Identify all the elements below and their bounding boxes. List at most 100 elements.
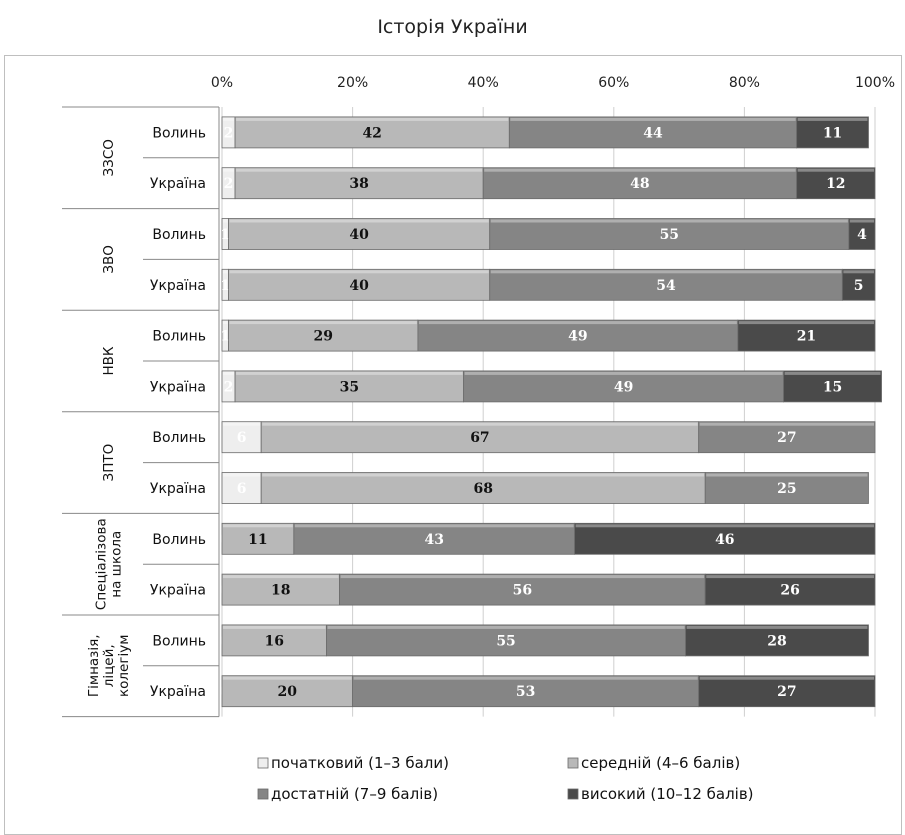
- data-label: 26: [780, 583, 799, 599]
- row-label: Україна: [150, 176, 206, 192]
- bar-highlight: [706, 473, 868, 477]
- bar-segment: [704, 573, 876, 606]
- bar-segment: [228, 218, 491, 250]
- bar-highlight: [262, 473, 705, 477]
- bar-segment: [234, 116, 510, 149]
- data-label: 16: [264, 633, 283, 649]
- bar-segment: [339, 573, 706, 606]
- row-label: Волинь: [152, 125, 206, 141]
- bar-highlight: [223, 625, 326, 629]
- bar-segment: [704, 472, 869, 504]
- data-label: 18: [271, 583, 290, 599]
- group-label-line: колегіум: [116, 635, 132, 697]
- data-label: 1: [220, 278, 230, 294]
- data-label: 53: [516, 684, 535, 700]
- legend-label: початковий (1–3 бали): [271, 754, 449, 772]
- bar-segment: [698, 421, 876, 454]
- bar-highlight: [236, 371, 463, 375]
- legend-swatch: [567, 757, 579, 769]
- data-label: 12: [826, 176, 845, 192]
- data-label: 56: [513, 583, 532, 599]
- bar-highlight: [418, 321, 737, 325]
- legend-item: достатній (7–9 балів): [257, 785, 438, 803]
- x-tick-label: 20%: [337, 75, 368, 91]
- bar-highlight: [706, 575, 874, 579]
- bar-highlight: [797, 117, 868, 121]
- bar-highlight: [843, 270, 874, 274]
- data-label: 49: [614, 379, 633, 395]
- bar-segment: [228, 268, 491, 301]
- bar-highlight: [223, 371, 235, 375]
- data-label: 15: [823, 379, 842, 395]
- group-label-line: ліцей,: [101, 644, 117, 687]
- row-label: Україна: [150, 278, 206, 294]
- bar-segment: [260, 421, 700, 454]
- data-label: 44: [643, 125, 663, 141]
- data-label: 49: [568, 329, 587, 345]
- bar-highlight: [575, 524, 874, 528]
- bar-segment: [482, 167, 798, 200]
- group-label: ЗЗСО: [101, 139, 117, 176]
- legend-label: високий (10–12 балів): [581, 785, 754, 803]
- data-label: 46: [715, 532, 734, 548]
- group-label: ЗВО: [101, 245, 117, 274]
- data-label: 67: [470, 430, 489, 446]
- x-tick-label: 0%: [211, 75, 233, 91]
- data-label: 48: [630, 176, 649, 192]
- data-label: 42: [362, 125, 381, 141]
- legend: початковий (1–3 бали) середній (4–6 балів…: [257, 754, 754, 803]
- bar-segment: [508, 116, 798, 149]
- bar-highlight: [849, 219, 874, 223]
- data-label: 11: [823, 125, 842, 141]
- bar-segment: [234, 370, 465, 403]
- bar-highlight: [490, 219, 848, 223]
- legend-label: середній (4–6 балів): [581, 754, 740, 772]
- data-label: 21: [797, 329, 816, 345]
- bar-segment: [848, 218, 876, 250]
- data-label: 11: [248, 532, 267, 548]
- row-label: Україна: [150, 481, 206, 497]
- row-label: Волинь: [152, 227, 206, 243]
- row-label: Україна: [150, 684, 206, 700]
- data-label: 25: [777, 481, 796, 497]
- bar-segment: [489, 268, 843, 301]
- data-label: 5: [854, 278, 864, 294]
- bar-highlight: [223, 117, 235, 121]
- row-label: Україна: [150, 583, 206, 599]
- bar-highlight: [223, 422, 261, 426]
- bar-highlight: [223, 575, 339, 579]
- bar-highlight: [464, 371, 783, 375]
- row-label: Волинь: [152, 329, 206, 345]
- data-label: 55: [660, 227, 679, 243]
- row-label: Україна: [150, 379, 206, 395]
- bar-highlight: [223, 524, 293, 528]
- bar-segment: [221, 573, 340, 606]
- bar-highlight: [738, 321, 874, 325]
- group-label-line: Спеціалізова: [94, 518, 110, 610]
- data-label: 28: [767, 633, 786, 649]
- bar-highlight: [262, 422, 698, 426]
- row-label: Волинь: [152, 633, 206, 649]
- data-label: 27: [777, 684, 796, 700]
- bar-segment: [737, 319, 876, 352]
- bar-highlight: [784, 371, 881, 375]
- bar-highlight: [229, 321, 417, 325]
- data-label: 40: [349, 227, 369, 243]
- x-axis-ticks: 0% 20% 40% 60% 80% 100%: [211, 75, 895, 91]
- legend-swatch: [257, 788, 269, 800]
- data-label: 55: [496, 633, 515, 649]
- data-label: 1: [220, 329, 230, 345]
- bar-segment: [796, 116, 869, 149]
- bar-segment: [783, 370, 882, 403]
- x-tick-label: 60%: [598, 75, 629, 91]
- data-label: 2: [224, 125, 234, 141]
- bar-segment: [228, 319, 419, 352]
- bar-segment: [293, 522, 576, 555]
- data-label: 6: [237, 481, 247, 497]
- bar-highlight: [229, 219, 489, 223]
- bar-highlight: [294, 524, 574, 528]
- bar-highlight: [327, 625, 685, 629]
- bar-segment: [841, 268, 876, 301]
- data-label: 35: [340, 379, 359, 395]
- legend-swatch: [567, 788, 579, 800]
